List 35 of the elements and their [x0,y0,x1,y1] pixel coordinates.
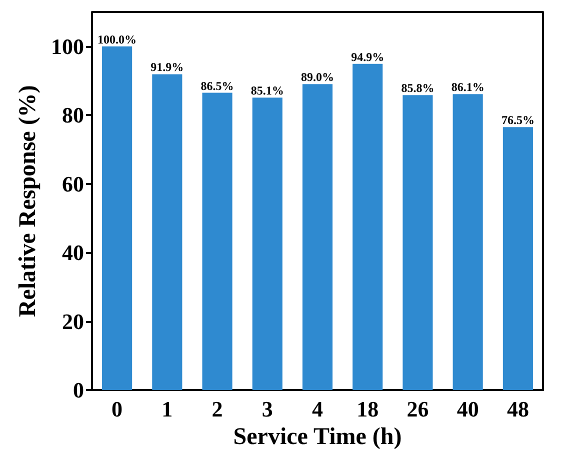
x-tick-label: 48 [506,396,529,422]
y-tick-label: 100 [51,34,84,59]
bar [102,46,132,390]
x-tick-label: 18 [356,396,379,422]
x-tick-label: 40 [456,396,479,422]
data-label: 94.9% [351,50,384,64]
y-tick-label: 20 [62,308,84,334]
y-tick-label: 60 [62,171,84,196]
y-tick-label: 40 [62,240,84,266]
x-tick-label: 0 [112,396,123,422]
bar [452,94,483,390]
data-label: 76.5% [501,113,534,128]
x-axis-title: Service Time (h) [233,424,402,450]
x-tick-label: 1 [162,396,173,422]
bar [352,64,383,390]
bar [152,74,182,390]
data-label: 91.9% [150,60,184,74]
x-tick-label: 3 [262,396,273,422]
y-tick-label: 0 [73,378,84,403]
data-label: 100.0% [98,32,137,46]
x-tick-label: 26 [406,396,429,422]
bar [202,92,232,390]
bar [402,95,433,390]
data-label: 86.5% [200,78,234,93]
bar [252,98,282,390]
x-tick-label: 4 [312,396,323,422]
x-tick-label: 2 [212,396,223,422]
data-label: 85.1% [250,84,284,98]
data-label: 89.0% [301,70,334,84]
bar [302,84,333,390]
y-tick-label: 80 [62,102,84,128]
y-axis-title: Relative Response (%) [15,85,41,318]
bar [502,127,533,390]
data-label: 86.1% [451,80,484,94]
data-label: 85.8% [401,81,434,96]
